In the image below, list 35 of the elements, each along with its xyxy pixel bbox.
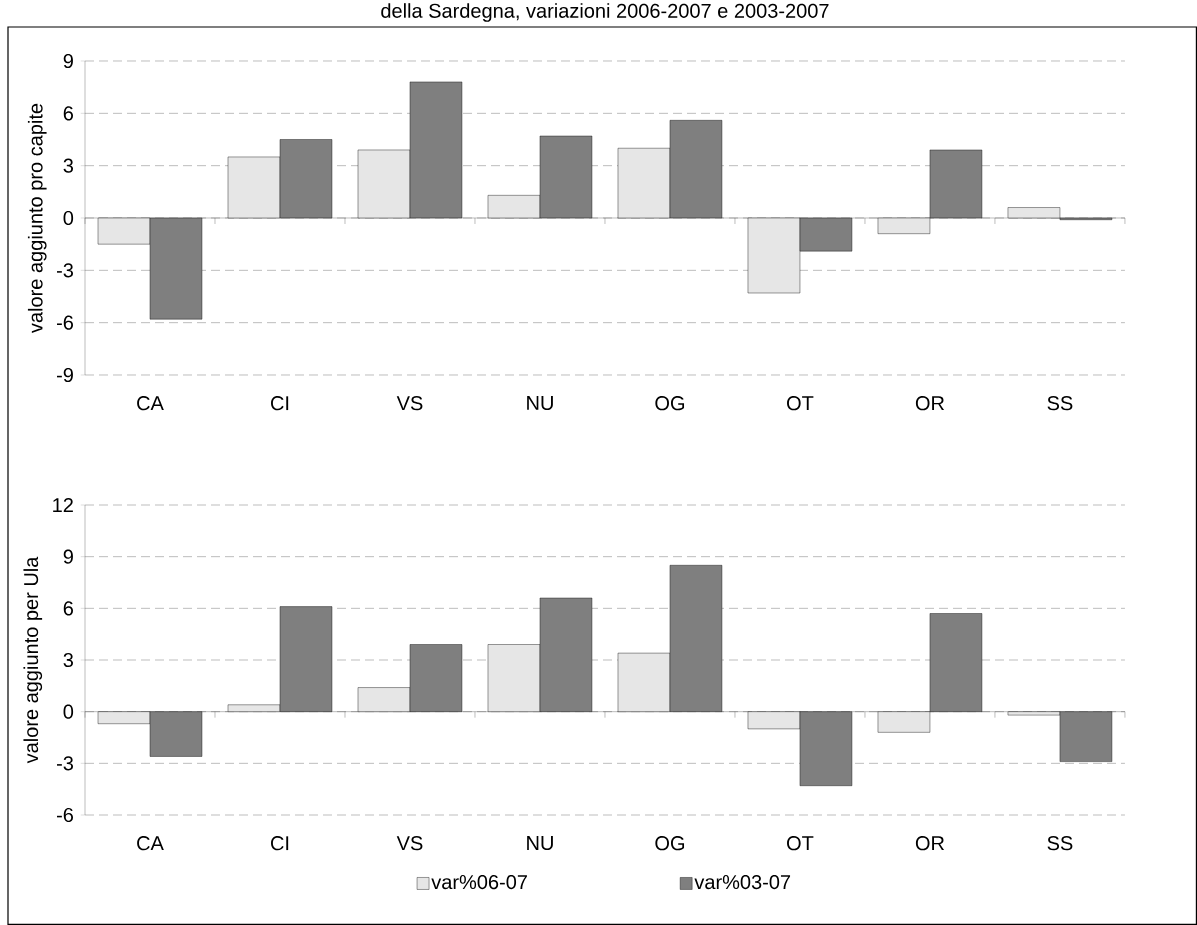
x-tick-label: CA <box>137 396 164 411</box>
y-tick-label: 12 <box>53 498 73 512</box>
y-tick-label: 3 <box>63 652 74 668</box>
x-tick-label: OG <box>655 836 685 851</box>
legend-label: var%03-07 <box>694 874 791 890</box>
y-axis-title: valore aggiunto pro capite <box>27 103 47 334</box>
y-tick-label: -6 <box>56 807 74 823</box>
y-tick-label: 0 <box>63 210 74 226</box>
x-tick-label: SS <box>1047 836 1073 851</box>
y-tick-label: 6 <box>63 106 74 121</box>
y-tick-label: -3 <box>56 756 74 771</box>
x-tick-label: OG <box>655 396 685 411</box>
x-tick-label: SS <box>1047 396 1073 411</box>
y-axis-title: valore aggiunto per Ula <box>23 556 43 764</box>
x-tick-label: VS <box>396 836 423 851</box>
x-tick-label: OT <box>787 396 814 411</box>
y-tick-label: -6 <box>56 315 74 330</box>
y-tick-label: 9 <box>63 549 73 564</box>
y-tick-label: 0 <box>63 704 74 719</box>
x-tick-label: VS <box>396 396 423 411</box>
x-tick-label: CA <box>137 836 164 851</box>
x-tick-label: CI <box>271 836 289 851</box>
y-tick-label: 9 <box>63 53 73 69</box>
x-tick-label: NU <box>527 396 553 411</box>
x-tick-label: CI <box>271 396 289 411</box>
x-tick-label: OR <box>915 836 945 851</box>
chart-title: della Sardegna, variazioni 2006-2007 e 2003-2007 <box>381 3 829 22</box>
x-tick-label: NU <box>527 836 553 851</box>
y-tick-label: 3 <box>63 158 74 173</box>
x-tick-label: OT <box>787 836 814 851</box>
y-tick-label: -9 <box>56 367 73 383</box>
y-tick-label: 6 <box>63 601 74 616</box>
y-tick-label: -3 <box>56 263 74 278</box>
x-tick-label: OR <box>915 396 945 411</box>
legend-label: var%06-07 <box>431 874 527 890</box>
